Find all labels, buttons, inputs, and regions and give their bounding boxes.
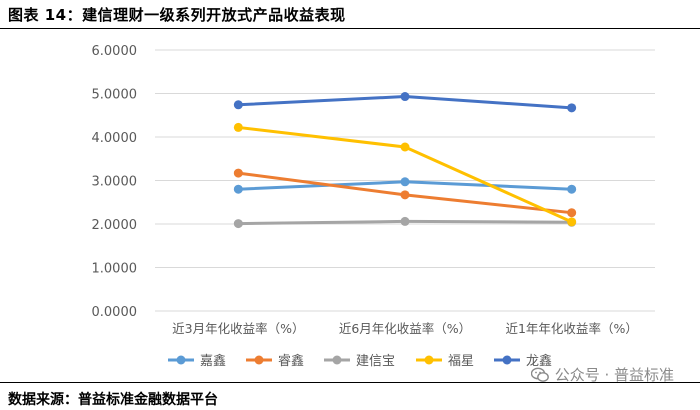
series-2 [233,168,577,218]
data-point [400,92,410,102]
legend-label: 建信宝 [356,354,395,369]
data-point [400,142,410,152]
legend-item: 睿鑫 [246,353,304,369]
y-tick-label: 2.0000 [92,218,138,233]
data-source: 数据来源：普益标准金融数据平台 [8,392,218,408]
legend-label: 福星 [448,354,474,369]
data-point [567,208,577,218]
wechat-icon [530,367,549,383]
x-axis-ticks: 近3月年化收益率（%） 近6月年化收益率（%） 近1年年化收益率（%） [172,321,638,336]
data-point [400,190,410,200]
legend-swatch-marker [254,355,264,365]
line-chart: 0.0000 1.0000 2.0000 3.0000 4.0000 5.0000 6.00… [92,44,655,369]
legend-label: 龙鑫 [526,353,552,369]
legend-item: 福星 [416,354,474,369]
watermark: 公众号 · 普益标准 [530,364,674,385]
y-tick-label: 6.0000 [92,44,138,59]
data-point [400,177,410,187]
data-point [567,217,577,227]
data-point [233,184,243,194]
series-lines [233,92,577,229]
series-3 [233,216,577,229]
legend-swatch-marker [332,355,342,365]
legend-item: 嘉鑫 [168,353,226,369]
data-point [233,100,243,110]
data-point [233,219,243,229]
legend-swatch-marker [424,355,434,365]
legend-item: 龙鑫 [494,353,552,369]
x-tick-label: 近3月年化收益率（%） [172,321,304,336]
y-tick-label: 3.0000 [92,175,138,190]
x-tick-label: 近6月年化收益率（%） [339,321,471,336]
data-point [233,168,243,178]
y-tick-label: 1.0000 [92,262,138,277]
legend-swatch-marker [502,355,512,365]
series-5 [233,92,577,113]
footer: 数据来源：普益标准金融数据平台 [0,382,700,410]
chart-area: 0.0000 1.0000 2.0000 3.0000 4.0000 5.0000 6.00… [0,30,700,382]
title-bar: 图表 14：建信理财一级系列开放式产品收益表现 [0,0,700,29]
series-4 [233,122,577,227]
legend-item: 建信宝 [324,354,395,369]
y-tick-label: 5.0000 [92,88,138,103]
legend: 嘉鑫 睿鑫 建信宝 福星 龙鑫 [168,353,552,369]
y-tick-label: 4.0000 [92,131,138,146]
legend-swatch-marker [176,355,186,365]
y-axis-ticks: 0.0000 1.0000 2.0000 3.0000 4.0000 5.0000 6.00… [92,44,138,320]
data-point [567,103,577,113]
data-point [400,216,410,226]
watermark-text: 公众号 · 普益标准 [554,366,674,384]
data-point [567,184,577,194]
legend-label: 嘉鑫 [200,353,226,369]
series-1 [233,177,577,194]
y-tick-label: 0.0000 [92,305,138,320]
data-point [233,122,243,132]
x-tick-label: 近1年年化收益率（%） [505,321,637,336]
figure-title: 图表 14：建信理财一级系列开放式产品收益表现 [8,6,346,24]
legend-label: 睿鑫 [278,353,304,369]
